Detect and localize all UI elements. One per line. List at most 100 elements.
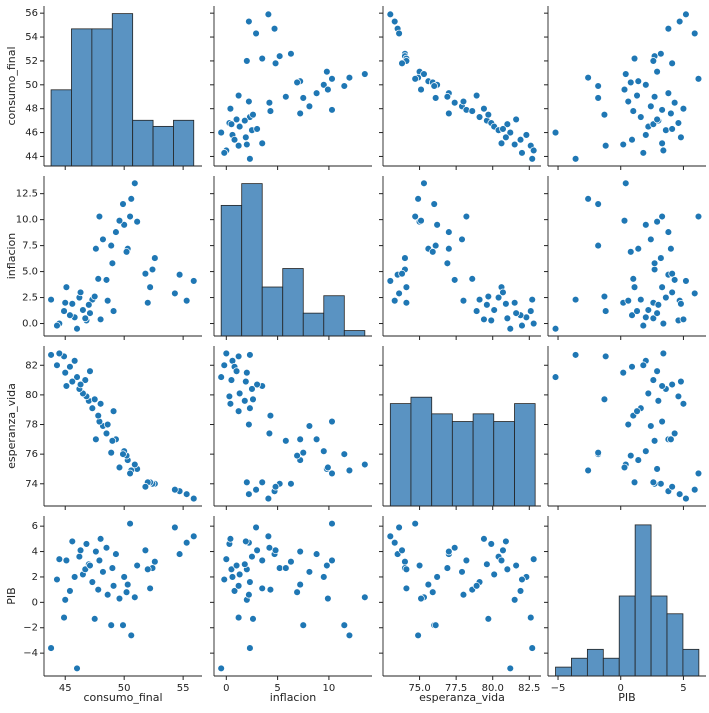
point xyxy=(68,300,77,308)
point xyxy=(102,429,111,438)
point xyxy=(510,140,519,149)
y-tick-label: 46 xyxy=(25,128,38,139)
point xyxy=(120,573,128,581)
point xyxy=(499,125,507,133)
point xyxy=(398,59,406,68)
point xyxy=(109,307,118,315)
point xyxy=(144,565,152,574)
point xyxy=(258,478,266,487)
point xyxy=(328,469,336,478)
point xyxy=(53,321,61,330)
point xyxy=(70,357,79,365)
point xyxy=(271,546,280,555)
x-tick-label: 55 xyxy=(177,683,190,694)
hist-bar xyxy=(302,312,325,337)
point xyxy=(450,276,459,284)
point xyxy=(227,120,236,128)
point xyxy=(245,17,253,26)
point xyxy=(60,307,68,315)
point xyxy=(312,550,321,558)
x-tick-label: 0 xyxy=(223,683,229,694)
point xyxy=(282,564,290,572)
x-tick-label: 80.0 xyxy=(482,683,504,694)
point xyxy=(73,373,81,381)
point xyxy=(662,293,670,302)
point xyxy=(217,373,225,381)
point xyxy=(241,116,249,125)
point xyxy=(151,557,159,566)
point xyxy=(242,377,250,386)
hist-bar xyxy=(220,204,243,337)
point xyxy=(600,395,609,404)
x-tick-label: 5 xyxy=(274,683,280,694)
point xyxy=(650,265,659,274)
point xyxy=(402,283,411,291)
y-tick-label: 4 xyxy=(32,547,38,558)
point xyxy=(305,422,314,430)
point xyxy=(265,98,274,107)
point xyxy=(234,141,243,150)
point xyxy=(594,94,602,102)
point xyxy=(395,29,403,38)
point xyxy=(90,395,99,404)
point xyxy=(127,195,136,203)
point xyxy=(386,10,395,19)
point xyxy=(252,523,260,532)
point xyxy=(253,546,261,555)
hist-bar xyxy=(650,595,668,677)
point xyxy=(293,588,301,596)
point xyxy=(443,92,452,101)
point xyxy=(148,265,157,274)
point xyxy=(584,466,592,475)
point xyxy=(551,128,560,137)
point xyxy=(68,377,77,386)
point xyxy=(443,564,452,572)
point xyxy=(415,561,424,570)
point xyxy=(529,555,538,563)
point xyxy=(271,482,280,491)
point xyxy=(60,613,68,622)
point xyxy=(266,411,275,420)
point xyxy=(679,400,688,408)
point xyxy=(487,316,496,325)
point xyxy=(518,149,526,157)
point xyxy=(621,179,630,188)
point xyxy=(340,82,349,90)
panel: −5 0 5 xyxy=(544,516,706,694)
point xyxy=(131,179,139,188)
point xyxy=(644,389,653,398)
point xyxy=(328,556,336,565)
point xyxy=(234,352,243,361)
point xyxy=(644,306,653,314)
point xyxy=(299,448,308,457)
point xyxy=(232,115,241,124)
point xyxy=(222,555,231,563)
point xyxy=(220,149,229,157)
point xyxy=(141,269,150,278)
point xyxy=(506,128,515,137)
point xyxy=(73,664,81,673)
point xyxy=(61,368,69,377)
point xyxy=(96,400,105,408)
point xyxy=(61,299,69,307)
point xyxy=(414,631,422,640)
panel: 75.0 77.5 80.0 82.5 xyxy=(379,516,541,694)
point xyxy=(258,54,266,63)
hist-bar xyxy=(682,648,700,677)
point xyxy=(103,296,112,305)
point xyxy=(66,587,74,595)
point xyxy=(102,543,111,552)
point xyxy=(402,584,411,593)
point xyxy=(320,81,328,89)
point xyxy=(484,110,493,119)
point xyxy=(619,368,627,377)
point xyxy=(386,277,395,285)
y-tick-label: 80 xyxy=(25,390,38,401)
point xyxy=(361,70,369,78)
panel: 0 5 10 xyxy=(210,516,372,694)
point xyxy=(445,244,453,253)
point xyxy=(217,128,225,137)
point xyxy=(109,407,118,415)
point xyxy=(480,104,488,113)
point xyxy=(494,293,503,302)
